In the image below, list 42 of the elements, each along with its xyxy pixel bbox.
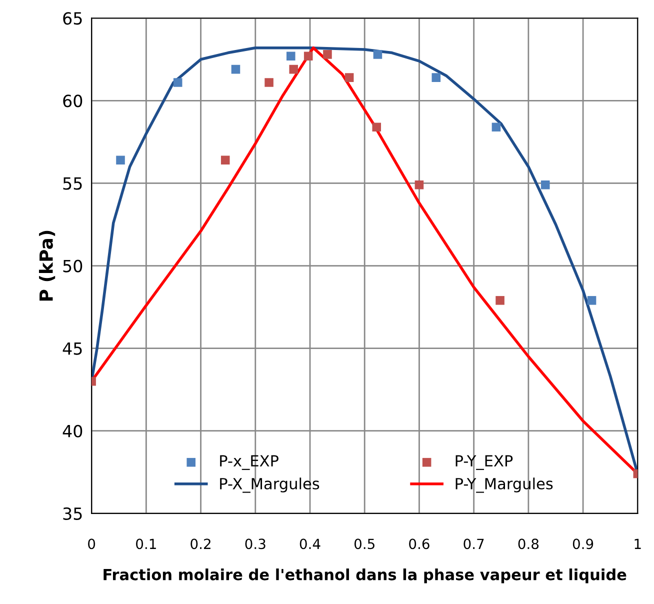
point xyxy=(304,52,313,60)
y-tick-label: 55 xyxy=(63,177,82,190)
point xyxy=(173,78,182,87)
point xyxy=(344,73,354,82)
x-tick-label: 0.6 xyxy=(409,538,430,550)
y-tick-label: 60 xyxy=(63,94,82,108)
x-tick-label: 0.2 xyxy=(190,538,210,550)
point xyxy=(264,78,274,87)
legend-label: P-Y_Margules xyxy=(456,478,553,493)
x-tick-label: 0.4 xyxy=(300,538,320,550)
y-tick-label: 45 xyxy=(62,342,82,355)
x-tick-label: 1 xyxy=(634,538,641,549)
x-axis-title: Fraction molaire de l'ethanol dans la phase vapeur et liquide xyxy=(104,568,626,584)
x-tick-label: 0.5 xyxy=(354,538,374,550)
x-tick-label: 0.1 xyxy=(136,538,156,550)
x-tick-label: 0.3 xyxy=(245,538,266,550)
point xyxy=(496,296,504,305)
point xyxy=(492,122,501,132)
legend-label: P-Y_EXP xyxy=(456,455,513,470)
point xyxy=(286,52,296,60)
y-tick-label: 65 xyxy=(63,12,82,25)
point xyxy=(414,180,424,190)
point xyxy=(373,50,382,59)
x-tick-label: 0 xyxy=(88,538,96,550)
y-axis-title: P (kPa) xyxy=(38,230,56,301)
y-tick-label: 35 xyxy=(63,507,82,520)
y-tick-label: 50 xyxy=(63,260,82,272)
point xyxy=(372,122,382,132)
point xyxy=(220,156,230,164)
x-tick-label: 0.8 xyxy=(518,538,539,550)
x-tick-label: 0.7 xyxy=(464,538,484,550)
y-tick-label: 40 xyxy=(62,424,82,438)
point xyxy=(116,156,125,164)
point xyxy=(432,73,441,82)
point xyxy=(587,296,596,305)
point xyxy=(323,50,332,59)
legend-label: P-x_EXP xyxy=(220,455,278,470)
x-tick-label: 0.9 xyxy=(572,538,594,550)
point xyxy=(540,180,550,190)
point xyxy=(289,64,298,74)
point xyxy=(231,64,240,74)
legend-label: P-X_Margules xyxy=(220,478,320,493)
